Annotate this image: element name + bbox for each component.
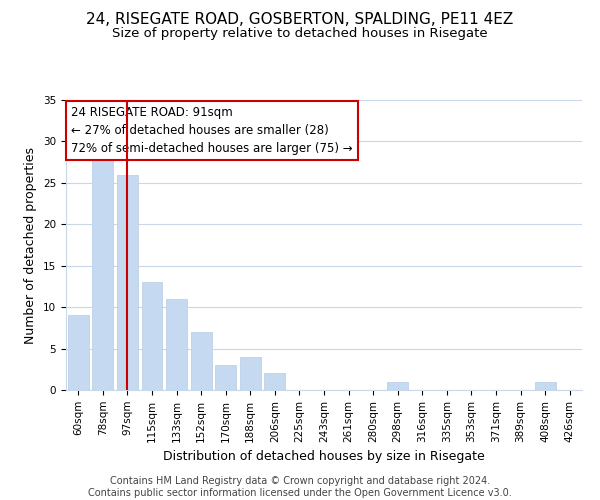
Text: 24, RISEGATE ROAD, GOSBERTON, SPALDING, PE11 4EZ: 24, RISEGATE ROAD, GOSBERTON, SPALDING, … [86,12,514,28]
Bar [68,316,89,390]
Text: 24 RISEGATE ROAD: 91sqm
← 27% of detached houses are smaller (28)
72% of semi-de: 24 RISEGATE ROAD: 91sqm ← 27% of detache… [71,106,353,155]
Text: Size of property relative to detached houses in Risegate: Size of property relative to detached ho… [112,28,488,40]
Bar [191,332,212,390]
Bar [117,174,138,390]
Bar [265,374,286,390]
Bar [387,382,408,390]
Bar [166,299,187,390]
Bar [535,382,556,390]
X-axis label: Distribution of detached houses by size in Risegate: Distribution of detached houses by size … [163,450,485,463]
Bar [240,357,261,390]
Bar [215,365,236,390]
Bar [92,158,113,390]
Text: Contains HM Land Registry data © Crown copyright and database right 2024.
Contai: Contains HM Land Registry data © Crown c… [88,476,512,498]
Y-axis label: Number of detached properties: Number of detached properties [25,146,37,344]
Bar [142,282,163,390]
